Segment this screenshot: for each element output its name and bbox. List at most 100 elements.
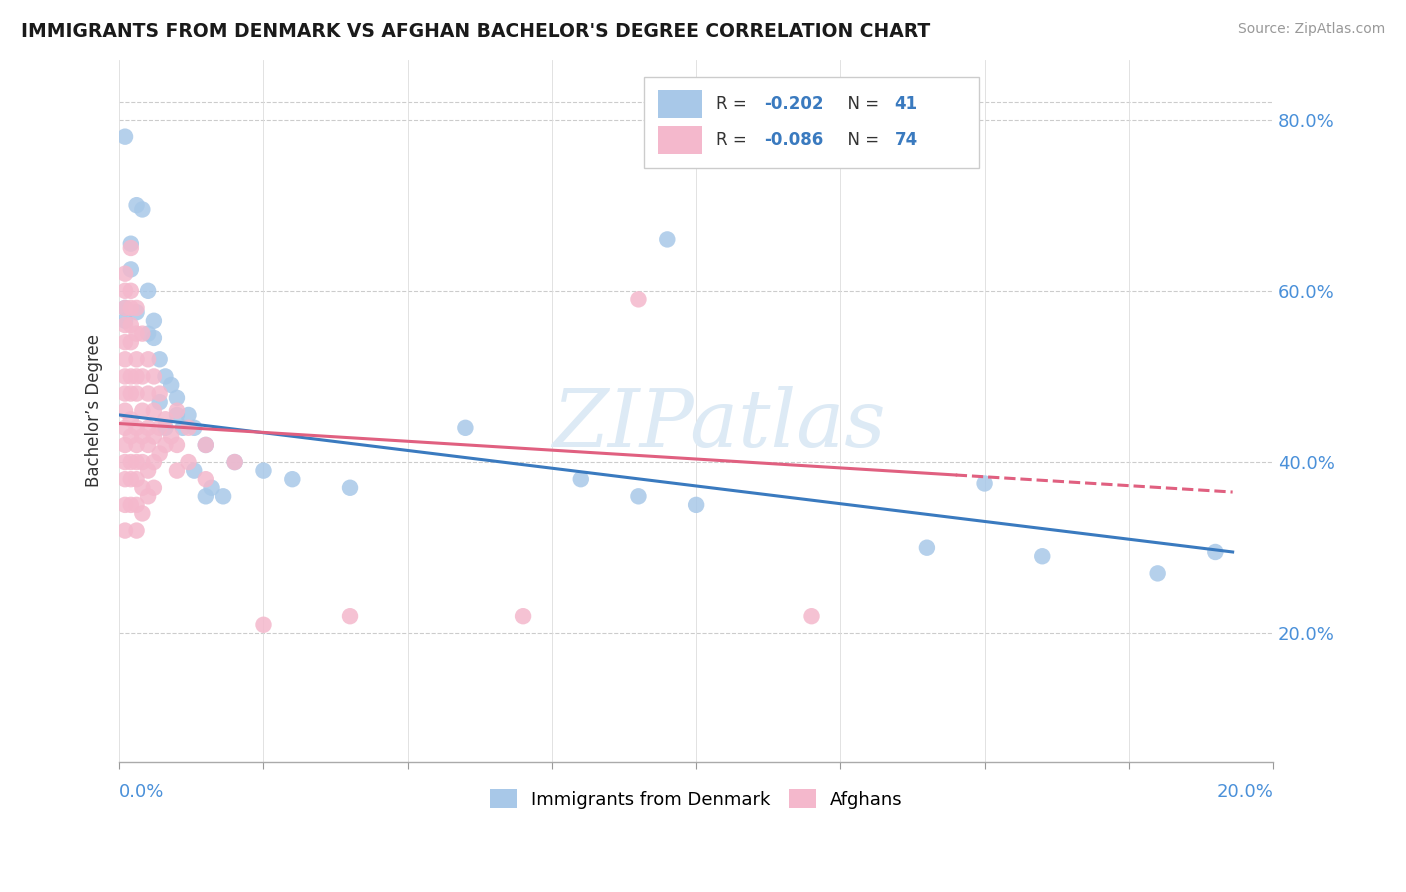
Point [160, 429, 183, 443]
Point [114, 386, 136, 401]
Point [142, 429, 165, 443]
Point [166, 391, 188, 405]
Point [155, 438, 177, 452]
Point [125, 472, 148, 486]
Point [212, 489, 235, 503]
Point [114, 129, 136, 144]
Point [149, 386, 172, 401]
Point [125, 455, 148, 469]
Text: ZIPatlas: ZIPatlas [553, 386, 886, 464]
Point [114, 369, 136, 384]
Point [149, 421, 172, 435]
Point [224, 455, 246, 469]
Point [125, 301, 148, 315]
Point [627, 293, 650, 307]
Point [114, 284, 136, 298]
Point [120, 335, 142, 350]
Point [627, 489, 650, 503]
Point [166, 408, 188, 422]
Point [166, 403, 188, 417]
Text: R =: R = [716, 131, 752, 149]
Point [125, 421, 148, 435]
Point [120, 472, 142, 486]
Point [125, 305, 148, 319]
Text: 0.0%: 0.0% [120, 783, 165, 801]
Point [177, 421, 200, 435]
Text: 20.0%: 20.0% [1216, 783, 1272, 801]
Point [120, 284, 142, 298]
Text: R =: R = [716, 95, 752, 112]
Point [149, 352, 172, 367]
Point [120, 241, 142, 255]
Point [194, 438, 217, 452]
Point [149, 446, 172, 460]
Bar [658, 90, 702, 118]
Text: -0.202: -0.202 [765, 95, 824, 112]
Point [1031, 549, 1053, 564]
Point [800, 609, 823, 624]
Point [149, 395, 172, 409]
Point [915, 541, 938, 555]
Point [1204, 545, 1226, 559]
Point [339, 481, 361, 495]
Point [120, 412, 142, 426]
Point [685, 498, 707, 512]
Point [136, 421, 159, 435]
Bar [658, 127, 702, 154]
Point [120, 318, 142, 332]
Point [1146, 566, 1168, 581]
Point [114, 498, 136, 512]
Point [183, 421, 205, 435]
Y-axis label: Bachelor’s Degree: Bachelor’s Degree [86, 334, 103, 487]
Point [125, 498, 148, 512]
Point [114, 318, 136, 332]
Point [136, 326, 159, 341]
Point [657, 232, 679, 246]
Point [120, 429, 142, 443]
Point [155, 412, 177, 426]
Point [142, 481, 165, 495]
Point [120, 386, 142, 401]
Point [114, 421, 136, 435]
Text: IMMIGRANTS FROM DENMARK VS AFGHAN BACHELOR'S DEGREE CORRELATION CHART: IMMIGRANTS FROM DENMARK VS AFGHAN BACHEL… [21, 22, 931, 41]
Point [131, 202, 153, 217]
Point [339, 609, 361, 624]
Point [125, 326, 148, 341]
Point [125, 386, 148, 401]
Point [131, 403, 153, 417]
Point [142, 331, 165, 345]
Point [194, 489, 217, 503]
Point [131, 455, 153, 469]
Text: 74: 74 [894, 131, 918, 149]
Point [177, 408, 200, 422]
Point [114, 301, 136, 315]
Point [125, 524, 148, 538]
Point [194, 472, 217, 486]
Point [160, 378, 183, 392]
Point [114, 335, 136, 350]
Point [200, 481, 222, 495]
Point [142, 314, 165, 328]
Point [114, 524, 136, 538]
Legend: Immigrants from Denmark, Afghans: Immigrants from Denmark, Afghans [482, 782, 910, 816]
Point [252, 617, 274, 632]
Point [281, 472, 304, 486]
Point [125, 369, 148, 384]
Point [183, 464, 205, 478]
Text: N =: N = [837, 95, 884, 112]
Point [569, 472, 592, 486]
Point [136, 386, 159, 401]
Point [224, 455, 246, 469]
Text: N =: N = [837, 131, 884, 149]
Point [142, 369, 165, 384]
Point [131, 429, 153, 443]
Point [973, 476, 995, 491]
Point [114, 314, 136, 328]
Point [114, 455, 136, 469]
Point [120, 455, 142, 469]
Point [142, 403, 165, 417]
Point [125, 438, 148, 452]
Point [177, 455, 200, 469]
Point [136, 284, 159, 298]
Point [125, 352, 148, 367]
